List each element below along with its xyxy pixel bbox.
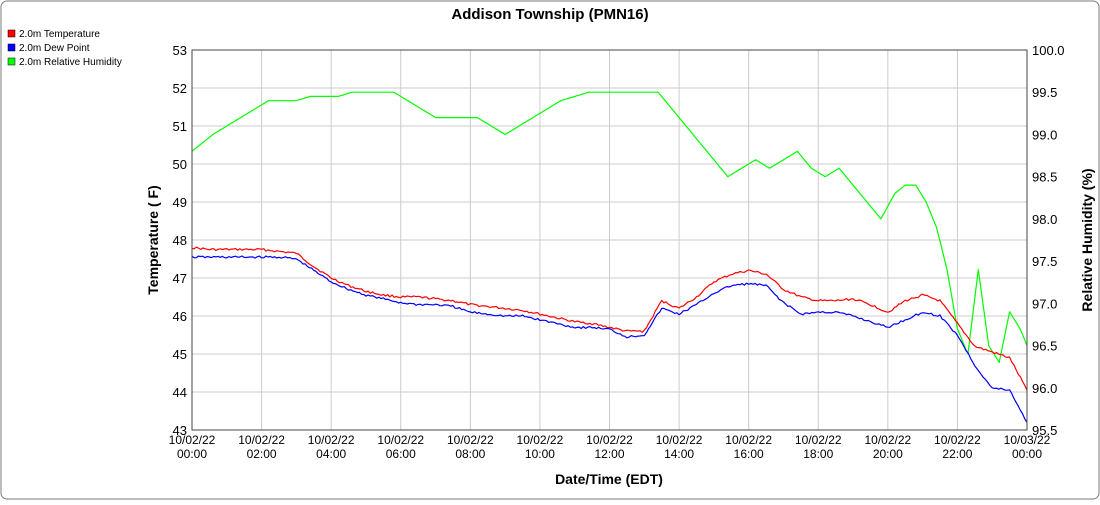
chart-title: Addison Township (PMN16) — [451, 6, 648, 23]
x-tick-time-label: 22:00 — [942, 447, 972, 461]
x-tick-time-label: 16:00 — [734, 447, 764, 461]
legend-label-dew-point: 2.0m Dew Point — [19, 43, 90, 54]
y-tick-left-label: 53 — [173, 43, 187, 58]
x-tick-date-label: 10/02/22 — [517, 433, 564, 447]
legend-swatch-temperature — [7, 29, 16, 38]
y-tick-right-label: 98.0 — [1032, 212, 1057, 227]
x-tick-date-label: 10/02/22 — [169, 433, 216, 447]
x-tick-time-label: 06:00 — [386, 447, 416, 461]
y-tick-right-label: 96.0 — [1032, 381, 1057, 396]
x-tick-date-label: 10/03/22 — [1004, 433, 1051, 447]
y-axis-left-label: Temperature ( F) — [145, 185, 161, 294]
y-tick-left-label: 48 — [173, 233, 187, 248]
y-tick-left-label: 49 — [173, 195, 187, 210]
x-tick-date-label: 10/02/22 — [586, 433, 633, 447]
y-tick-right-label: 95.5 — [1032, 423, 1057, 438]
x-tick-date-label: 10/02/22 — [377, 433, 424, 447]
x-tick-time-label: 00:00 — [177, 447, 207, 461]
y-tick-right-label: 97.0 — [1032, 296, 1057, 311]
x-tick-time-label: 00:00 — [1012, 447, 1042, 461]
tick-labels: 43 44 45 46 47 48 49 50 51 52 53 95.5 96.0 96.5 97.0 97… — [169, 43, 1065, 461]
x-tick-date-label: 10/02/22 — [864, 433, 911, 447]
x-tick-time-label: 08:00 — [455, 447, 485, 461]
y-tick-right-label: 96.5 — [1032, 339, 1057, 354]
x-axis-label: Date/Time (EDT) — [555, 471, 663, 487]
y-tick-left-label: 50 — [173, 157, 187, 172]
y-tick-left-label: 44 — [173, 385, 187, 400]
x-tick-date-label: 10/02/22 — [725, 433, 772, 447]
legend-label-temperature: 2.0m Temperature — [19, 29, 100, 40]
x-tick-time-label: 10:00 — [525, 447, 555, 461]
temperature-line — [191, 246, 1028, 391]
y-tick-right-label: 99.0 — [1032, 127, 1057, 142]
y-tick-right-label: 97.5 — [1032, 254, 1057, 269]
dew-point-line — [191, 255, 1028, 423]
x-tick-date-label: 10/02/22 — [447, 433, 494, 447]
legend-swatch-relative-humidity — [7, 57, 16, 66]
x-tick-time-label: 12:00 — [594, 447, 624, 461]
x-tick-time-label: 02:00 — [247, 447, 277, 461]
x-tick-time-label: 04:00 — [316, 447, 346, 461]
legend: 2.0m Temperature 2.0m Dew Point 2.0m Rel… — [7, 29, 122, 68]
x-tick-time-label: 14:00 — [664, 447, 694, 461]
relative-humidity-line — [191, 91, 1028, 363]
y-tick-right-label: 98.5 — [1032, 170, 1057, 185]
x-tick-time-label: 20:00 — [873, 447, 903, 461]
y-tick-right-label: 99.5 — [1032, 85, 1057, 100]
y-axis-right-label: Relative Humidity (%) — [1079, 168, 1095, 311]
y-tick-left-label: 43 — [173, 423, 187, 438]
legend-swatch-dew-point — [7, 43, 16, 52]
series-layer — [191, 91, 1028, 423]
x-tick-date-label: 10/02/22 — [795, 433, 842, 447]
legend-label-relative-humidity: 2.0m Relative Humidity — [19, 57, 122, 68]
x-tick-date-label: 10/02/22 — [308, 433, 355, 447]
x-tick-date-label: 10/02/22 — [238, 433, 285, 447]
x-tick-date-label: 10/02/22 — [934, 433, 981, 447]
x-tick-date-label: 10/02/22 — [656, 433, 703, 447]
y-tick-left-label: 51 — [173, 119, 187, 134]
plot-area — [191, 49, 1028, 431]
y-tick-left-label: 46 — [173, 309, 187, 324]
y-tick-left-label: 52 — [173, 81, 187, 96]
y-tick-left-label: 47 — [173, 271, 187, 286]
y-tick-left-label: 45 — [173, 347, 187, 362]
x-tick-time-label: 18:00 — [803, 447, 833, 461]
y-tick-right-label: 100.0 — [1032, 43, 1065, 58]
